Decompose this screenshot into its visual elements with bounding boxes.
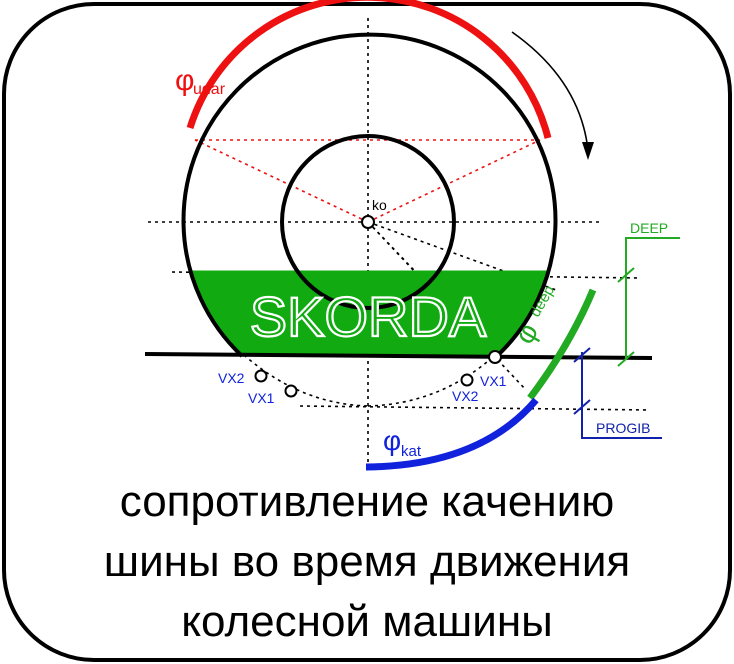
vx1-left-point (284, 384, 298, 398)
vx-points (254, 350, 502, 398)
phi-udar-symbol: φ (175, 64, 194, 97)
rotation-arrow (511, 31, 594, 160)
vx1-left-label: VX1 (248, 390, 275, 406)
deep-dimension (617, 237, 680, 367)
phi-kat-symbol: φ (383, 425, 401, 456)
ray-deep (367, 221, 557, 291)
rim-inner-circle (280, 134, 456, 310)
vx1-right-label: VX1 (480, 373, 507, 389)
vx2-left-label: VX2 (218, 370, 245, 386)
ground-line (144, 352, 653, 360)
progib-dimension (573, 347, 662, 439)
skorda-zone (188, 270, 549, 356)
udar-rays (194, 139, 541, 223)
skorda-label: SKORDA (250, 285, 487, 348)
vx-arc-left (243, 354, 369, 407)
phi-deep-arc (527, 288, 597, 401)
caption-line-1: сопротивление качению (119, 477, 615, 526)
vx2-right-label: VX2 (452, 388, 479, 404)
ko-label: ko (372, 197, 387, 213)
vx-arc-right (367, 355, 495, 407)
phi-udar-arc (186, 0, 552, 139)
progib-level-line (299, 405, 651, 411)
vx2-left-point (254, 369, 268, 383)
phi-udar-sub: udar (193, 81, 226, 98)
vx1-right-point (460, 373, 474, 387)
phi-kat-arc (365, 397, 539, 471)
caption-line-3: колесной машины (181, 597, 553, 646)
contact-point (488, 350, 502, 364)
caption-line-2: шины во время движения (103, 537, 631, 586)
progib-label: PROGIB (596, 420, 650, 436)
tyre-outer-circle (181, 32, 558, 358)
deep-label: DEEP (630, 220, 668, 236)
center-point (361, 215, 375, 229)
phi-kat-sub: kat (401, 443, 422, 460)
